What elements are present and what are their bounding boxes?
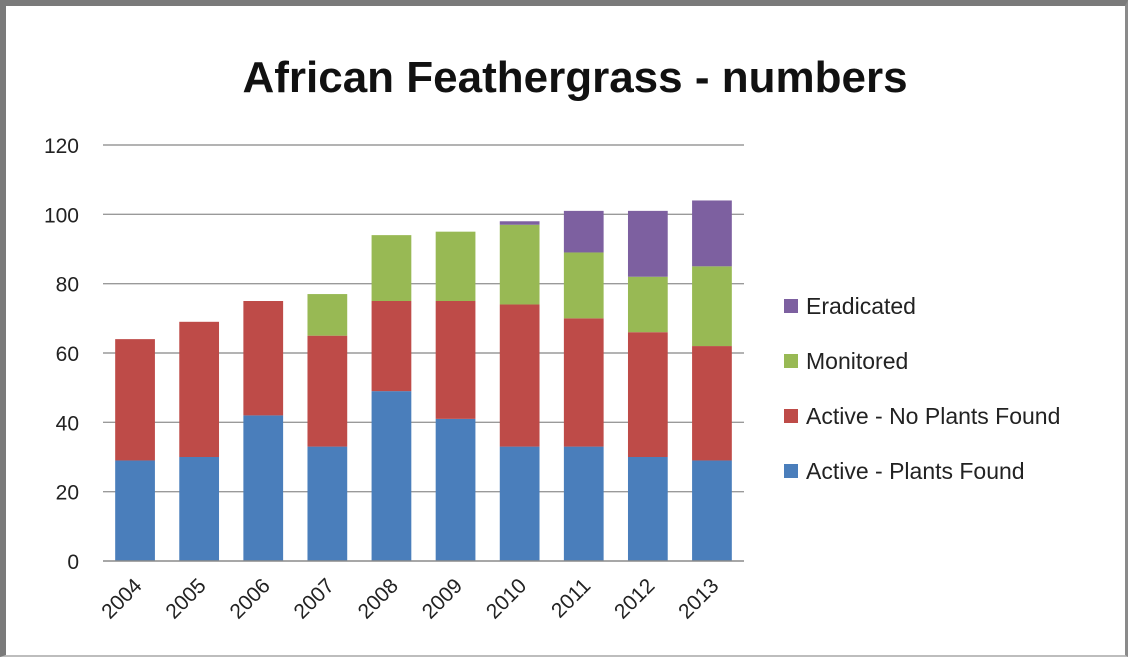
y-tick-label: 20	[56, 482, 79, 505]
bar-segment-active-plants-found-2008	[371, 391, 412, 561]
bar-segment-active-no-plants-found-2006	[243, 301, 284, 416]
x-tick-label: 2013	[674, 574, 723, 623]
x-tick-label: 2012	[610, 574, 659, 623]
x-tick-label: 2010	[482, 574, 531, 623]
chart-title: African Feathergrass - numbers	[242, 53, 907, 102]
bar-segment-active-plants-found-2010	[499, 446, 540, 561]
bar-segment-monitored-2009	[435, 231, 476, 301]
legend-label: Monitored	[806, 348, 908, 374]
y-tick-label: 60	[56, 343, 79, 366]
bar-segment-active-no-plants-found-2009	[435, 301, 476, 419]
y-tick-label: 0	[67, 551, 79, 574]
legend-swatch	[784, 409, 798, 423]
bar-segment-monitored-2012	[627, 276, 668, 333]
bar-segment-active-plants-found-2004	[115, 460, 155, 561]
legend-swatch	[784, 299, 798, 313]
bar-segment-eradicated-2012	[627, 210, 668, 277]
y-tick-label: 80	[56, 274, 79, 297]
y-tick-label: 120	[44, 135, 79, 158]
bar-segment-active-no-plants-found-2010	[499, 304, 540, 447]
bar-segment-eradicated-2013	[692, 200, 732, 267]
stacked-bar-chart: African Feathergrass - numbers 0 20 40 60 80…	[44, 53, 1060, 624]
bar-segment-active-plants-found-2005	[179, 457, 220, 561]
legend-label: Eradicated	[806, 293, 916, 319]
bar-segment-active-no-plants-found-2012	[627, 332, 668, 457]
bar-segment-monitored-2010	[499, 224, 540, 305]
bar-segment-active-plants-found-2012	[627, 457, 668, 561]
bar-segment-active-no-plants-found-2011	[563, 318, 604, 447]
x-tick-label: 2005	[161, 574, 210, 623]
bar-segment-active-plants-found-2007	[307, 446, 348, 561]
legend-label: Active - No Plants Found	[806, 403, 1060, 429]
bar-segment-active-no-plants-found-2008	[371, 301, 412, 392]
bar-segment-eradicated-2010	[499, 221, 540, 225]
bar-segment-active-plants-found-2006	[243, 415, 284, 561]
legend: Eradicated Monitored Active - No Plants Fo…	[784, 293, 1060, 484]
y-tick-label: 100	[44, 204, 79, 227]
bar-segment-eradicated-2011	[563, 210, 604, 253]
bar-segment-active-plants-found-2011	[563, 446, 604, 561]
y-tick-label: 40	[56, 412, 79, 435]
bar-segment-monitored-2013	[692, 266, 732, 347]
legend-swatch	[784, 464, 798, 478]
x-tick-label: 2011	[547, 574, 595, 622]
x-tick-label: 2009	[418, 574, 467, 623]
bar-segment-active-no-plants-found-2007	[307, 335, 348, 447]
bar-segment-monitored-2007	[307, 294, 348, 336]
y-axis: 0 20 40 60 80 100 120	[44, 135, 79, 574]
bar-segment-active-no-plants-found-2005	[179, 321, 220, 457]
bar-segment-active-plants-found-2009	[435, 418, 476, 561]
bar-segment-monitored-2008	[371, 235, 412, 301]
x-tick-label: 2006	[225, 574, 274, 623]
x-tick-label: 2007	[290, 574, 339, 623]
bar-segment-active-no-plants-found-2004	[115, 339, 155, 461]
x-axis: 2004 2005 2006 2007 2008 2009 2010 2011 2012 2013	[97, 560, 744, 624]
legend-label: Active - Plants Found	[806, 458, 1025, 484]
bars	[115, 200, 732, 561]
x-tick-label: 2008	[354, 574, 403, 623]
bar-segment-active-plants-found-2013	[692, 460, 732, 561]
bar-segment-monitored-2011	[563, 252, 604, 319]
bar-segment-active-no-plants-found-2013	[692, 346, 732, 461]
legend-swatch	[784, 354, 798, 368]
x-tick-label: 2004	[97, 574, 147, 624]
